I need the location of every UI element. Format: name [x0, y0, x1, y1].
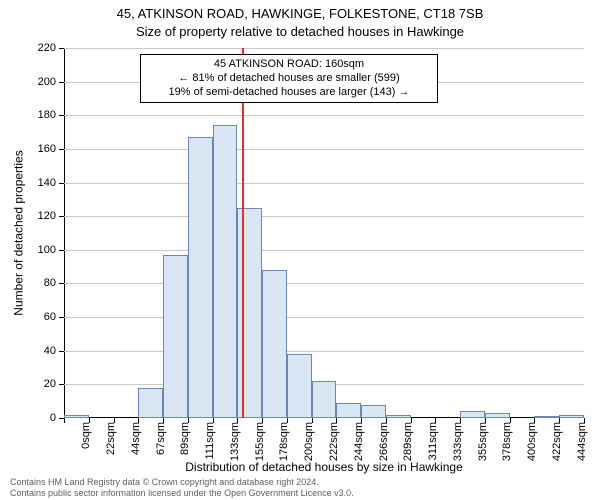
footer-attribution: Contains HM Land Registry data © Crown c… — [10, 477, 354, 498]
histogram-bar — [213, 125, 238, 418]
x-tick-label: 422sqm — [551, 422, 563, 461]
y-tick-label: 220 — [38, 42, 64, 54]
x-tick-label: 200sqm — [303, 422, 315, 461]
x-tick-mark — [64, 418, 65, 423]
y-tick-label: 180 — [38, 109, 64, 121]
x-tick-label: 378sqm — [501, 422, 513, 461]
x-tick-mark — [584, 418, 585, 423]
histogram-bar — [336, 403, 361, 418]
y-tick-label: 160 — [38, 143, 64, 155]
y-tick-label: 80 — [44, 277, 64, 289]
chart-container: 45, ATKINSON ROAD, HAWKINGE, FOLKESTONE,… — [0, 0, 600, 500]
x-tick-mark — [559, 418, 560, 423]
x-tick-mark — [336, 418, 337, 423]
x-tick-mark — [237, 418, 238, 423]
histogram-bar — [386, 415, 411, 418]
histogram-bar — [361, 405, 386, 418]
y-tick-label: 40 — [44, 345, 64, 357]
x-tick-label: 289sqm — [402, 422, 414, 461]
y-tick-label: 100 — [38, 244, 64, 256]
histogram-bar — [312, 381, 337, 418]
histogram-bar — [485, 413, 510, 418]
gridline — [64, 283, 584, 284]
y-tick-label: 120 — [38, 210, 64, 222]
x-tick-mark — [213, 418, 214, 423]
chart-title-main: 45, ATKINSON ROAD, HAWKINGE, FOLKESTONE,… — [0, 6, 600, 21]
x-tick-label: 22sqm — [105, 422, 117, 455]
x-tick-label: 0sqm — [80, 422, 92, 449]
x-tick-label: 178sqm — [278, 422, 290, 461]
x-axis-title: Distribution of detached houses by size … — [64, 460, 584, 474]
histogram-bar — [559, 415, 584, 418]
x-tick-label: 222sqm — [328, 422, 340, 461]
footer-line-2: Contains public sector information licen… — [10, 488, 354, 498]
x-tick-mark — [163, 418, 164, 423]
gridline — [64, 351, 584, 352]
gridline — [64, 48, 584, 49]
x-tick-mark — [361, 418, 362, 423]
chart-title-sub: Size of property relative to detached ho… — [0, 24, 600, 39]
x-tick-label: 111sqm — [204, 422, 216, 460]
gridline — [64, 183, 584, 184]
histogram-bar — [287, 354, 312, 418]
y-tick-label: 20 — [44, 378, 64, 390]
y-axis-line — [64, 48, 65, 418]
y-axis-title-text: Number of detached properties — [12, 150, 26, 315]
plot-area: 0204060801001201401601802002200sqm22sqm4… — [64, 48, 584, 418]
x-tick-mark — [386, 418, 387, 423]
histogram-bar — [534, 416, 559, 418]
annotation-line: 45 ATKINSON ROAD: 160sqm — [149, 58, 429, 72]
x-tick-mark — [262, 418, 263, 423]
y-tick-label: 0 — [50, 412, 64, 424]
gridline — [64, 216, 584, 217]
gridline — [64, 317, 584, 318]
reference-line — [242, 48, 244, 418]
histogram-bar — [163, 255, 188, 418]
x-tick-mark — [485, 418, 486, 423]
x-tick-mark — [114, 418, 115, 423]
annotation-line: 19% of semi-detached houses are larger (… — [149, 86, 429, 100]
x-tick-mark — [287, 418, 288, 423]
x-tick-mark — [188, 418, 189, 423]
x-tick-label: 333sqm — [452, 422, 464, 461]
histogram-bar — [138, 388, 163, 418]
histogram-bar — [188, 137, 213, 418]
footer-line-1: Contains HM Land Registry data © Crown c… — [10, 477, 354, 487]
x-tick-mark — [534, 418, 535, 423]
gridline — [64, 250, 584, 251]
x-tick-label: 133sqm — [229, 422, 241, 461]
x-tick-label: 311sqm — [427, 422, 439, 460]
x-tick-label: 67sqm — [155, 422, 167, 455]
y-tick-label: 200 — [38, 76, 64, 88]
x-tick-mark — [435, 418, 436, 423]
x-tick-label: 44sqm — [130, 422, 142, 455]
histogram-bar — [262, 270, 287, 418]
x-tick-label: 355sqm — [477, 422, 489, 461]
x-tick-mark — [89, 418, 90, 423]
histogram-bar — [64, 415, 89, 418]
x-tick-mark — [411, 418, 412, 423]
gridline — [64, 115, 584, 116]
x-tick-label: 400sqm — [526, 422, 538, 461]
x-tick-mark — [138, 418, 139, 423]
x-tick-mark — [312, 418, 313, 423]
x-tick-label: 244sqm — [353, 422, 365, 461]
x-tick-label: 155sqm — [254, 422, 266, 461]
x-tick-label: 89sqm — [179, 422, 191, 455]
x-tick-mark — [510, 418, 511, 423]
gridline — [64, 149, 584, 150]
x-tick-label: 444sqm — [576, 422, 588, 461]
annotation-box: 45 ATKINSON ROAD: 160sqm← 81% of detache… — [140, 54, 438, 103]
x-tick-label: 266sqm — [378, 422, 390, 461]
x-tick-mark — [460, 418, 461, 423]
y-axis-title: Number of detached properties — [12, 48, 26, 418]
annotation-line: ← 81% of detached houses are smaller (59… — [149, 72, 429, 86]
y-tick-label: 140 — [38, 177, 64, 189]
y-tick-label: 60 — [44, 311, 64, 323]
histogram-bar — [460, 411, 485, 418]
